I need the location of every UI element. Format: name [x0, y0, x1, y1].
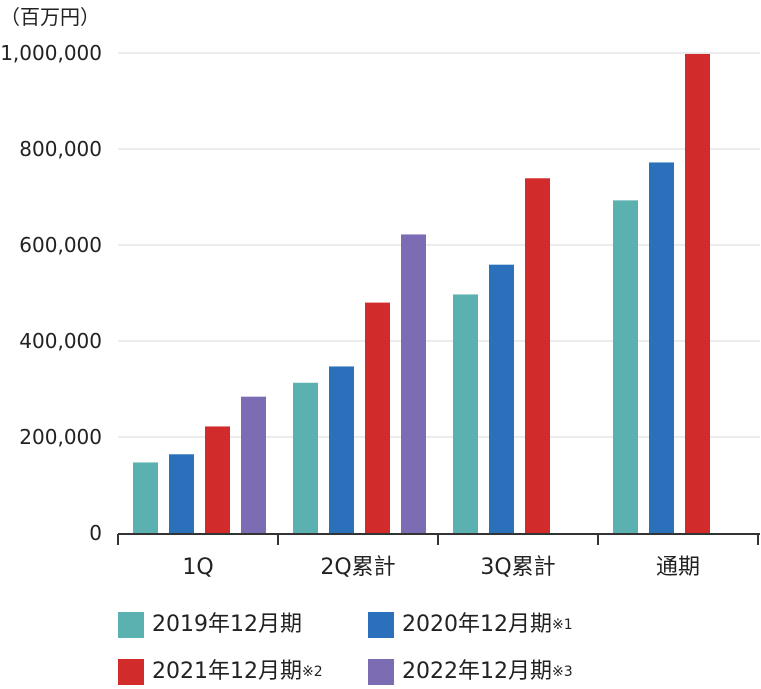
bars: [133, 53, 710, 534]
legend-swatch-2019: [118, 612, 144, 638]
x-category-label: 1Q: [182, 555, 213, 580]
legend-item-2019: 2019年12月期: [118, 612, 302, 638]
bar: [133, 462, 158, 533]
y-tick-label: 200,000: [19, 425, 102, 449]
unit-label: （百万円）: [0, 5, 100, 29]
bar: [489, 264, 514, 533]
legend-swatch-2021: [118, 659, 144, 685]
y-tick-label: 800,000: [19, 137, 102, 161]
bar-chart: （百万円） 0 200,000 400,000 600,000 800,000 1,000…: [0, 5, 760, 580]
legend-label-2020: 2020年12月期: [402, 612, 552, 637]
x-category-label: 3Q累計: [480, 555, 555, 580]
legend-item-2021: 2021年12月期 ※2: [118, 659, 323, 685]
bar: [649, 162, 674, 533]
bar: [685, 53, 710, 534]
x-category-label: 通期: [656, 555, 700, 580]
bar: [453, 294, 478, 533]
legend-swatch-2022: [368, 659, 394, 685]
y-tick-label: 0: [89, 521, 102, 545]
x-axis: 1Q 2Q累計 3Q累計 通期: [117, 533, 760, 580]
bar: [525, 178, 550, 533]
bar: [205, 426, 230, 533]
legend-swatch-2020: [368, 612, 394, 638]
bar: [241, 396, 266, 533]
bar: [329, 366, 354, 533]
y-tick-label: 1,000,000: [0, 41, 102, 65]
legend-item-2020: 2020年12月期 ※1: [368, 612, 573, 638]
bar: [365, 302, 390, 533]
bar: [169, 454, 194, 533]
legend-label-2021: 2021年12月期: [152, 659, 302, 684]
y-tick-label: 400,000: [19, 329, 102, 353]
legend-label-2019: 2019年12月期: [152, 612, 302, 637]
y-axis-ticks: 0 200,000 400,000 600,000 800,000 1,000,000: [0, 41, 102, 545]
bar: [293, 382, 318, 533]
x-category-label: 2Q累計: [320, 555, 395, 580]
bar: [613, 200, 638, 534]
legend-item-2022: 2022年12月期 ※3: [368, 659, 573, 685]
y-tick-label: 600,000: [19, 233, 102, 257]
bar: [401, 234, 426, 533]
legend-label-2022: 2022年12月期: [402, 659, 552, 684]
